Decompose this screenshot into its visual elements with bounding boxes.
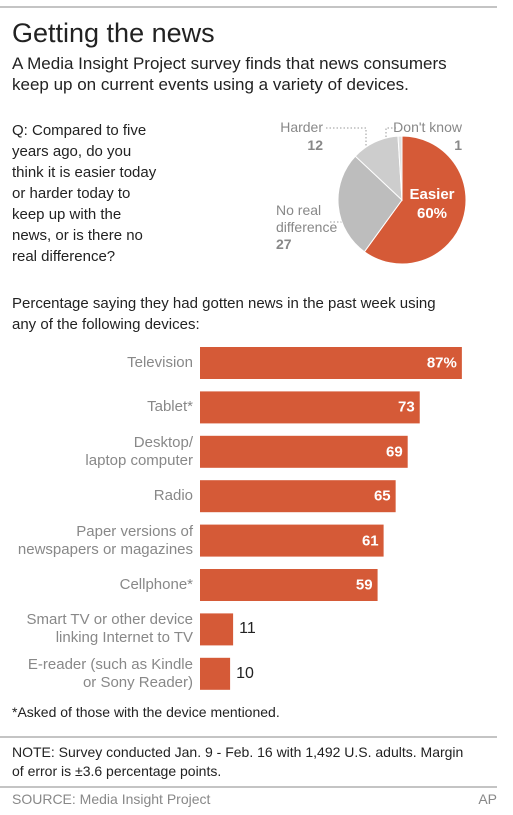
- value-label: 10: [236, 664, 254, 682]
- source: SOURCE: Media Insight Project: [12, 791, 211, 807]
- pie-value-label: 27: [276, 236, 292, 252]
- pie-value-label: 1: [454, 137, 462, 153]
- pie-label: Easier: [409, 186, 455, 203]
- pie-value-label: 12: [307, 137, 323, 153]
- leader-line: [326, 127, 367, 150]
- note: NOTE: Survey conducted Jan. 9 - Feb. 16 …: [12, 744, 464, 779]
- question: Q: Compared to five years ago, do you th…: [12, 122, 157, 265]
- bar: [200, 569, 378, 601]
- bar: [200, 435, 408, 468]
- category-label: Cellphone*: [119, 576, 193, 593]
- bar: [200, 657, 231, 690]
- value-label: 59: [355, 576, 373, 594]
- subtitle: A Media Insight Project survey finds tha…: [12, 54, 447, 94]
- bar: [200, 347, 462, 379]
- category-label: Paper versions of newspapers or magazine…: [17, 522, 193, 558]
- pie-label: Harder: [280, 119, 323, 135]
- category-label: Tablet*: [147, 398, 193, 416]
- pie-label: Don't know: [393, 119, 462, 135]
- footnote: *Asked of those with the device mentione…: [12, 704, 280, 720]
- leader-line: [385, 127, 400, 139]
- category-label: Radio: [153, 487, 193, 505]
- value-label: 11: [239, 620, 256, 638]
- bar: [200, 480, 396, 513]
- value-label: 73: [398, 398, 415, 416]
- bar: [200, 613, 234, 646]
- title: Getting the news: [12, 18, 215, 48]
- pie-label: No real difference: [276, 202, 338, 235]
- category-label: Television: [127, 354, 193, 371]
- pie-slice: [337, 155, 403, 253]
- category-label: Smart TV or other device linking Interne…: [26, 611, 193, 647]
- value-label: 61: [361, 532, 379, 550]
- bar: [200, 391, 420, 424]
- category-label: Desktop/ laptop computer: [85, 433, 193, 469]
- bar-title: Percentage saying they had gotten news i…: [12, 295, 436, 333]
- value-label: 87%: [426, 354, 457, 372]
- pie-slice: [397, 135, 403, 201]
- bar: [200, 524, 384, 557]
- value-label: 65: [373, 487, 391, 505]
- value-label: 69: [386, 443, 403, 461]
- category-label: E-reader (such as Kindle or Sony Reader): [27, 655, 193, 691]
- credit: AP: [478, 791, 497, 807]
- pie-value-label: 60%: [416, 205, 448, 222]
- pie-slice: [363, 135, 467, 265]
